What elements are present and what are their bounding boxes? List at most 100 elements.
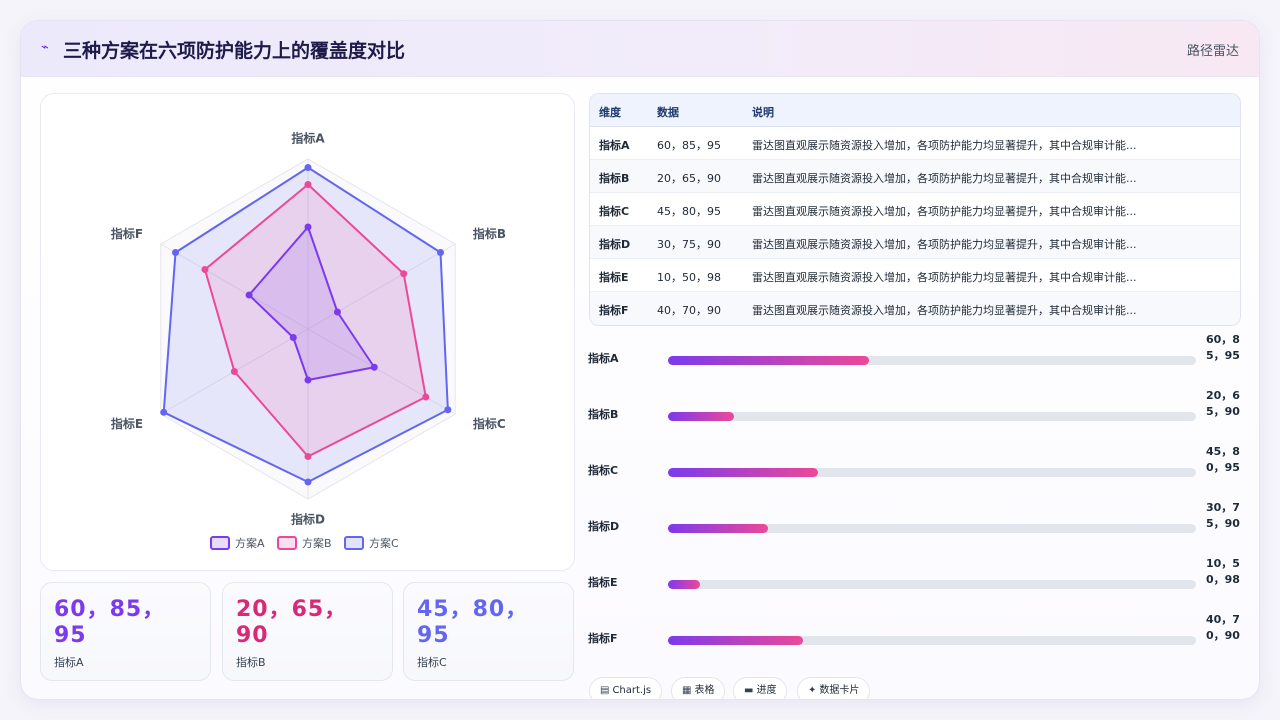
cell-description: 雷达图直观展示随资源投入增加，各项防护能力均显著提升，其中合规审计能... <box>752 238 1137 251</box>
cell-dimension: 指标C <box>599 205 630 218</box>
radar-indicator-label: 指标C <box>473 416 506 431</box>
radar-point <box>289 334 297 341</box>
radar-indicator-label: 指标B <box>473 226 506 241</box>
progress-row: 指标C 45，80，95 <box>588 445 1248 497</box>
cell-dimension: 指标D <box>599 238 631 251</box>
progress-track <box>668 356 1196 365</box>
chip-chartjs[interactable]: ▤ Chart.js <box>589 677 663 699</box>
chart-line-icon: ⌁ <box>41 40 49 55</box>
progress-value: 40，70，90 <box>1206 613 1240 642</box>
sparkle-icon: ✦ <box>808 685 817 696</box>
radar-indicator-label: 指标F <box>111 226 143 241</box>
radar-point <box>171 249 179 256</box>
table-row: 指标D 30，75，90 雷达图直观展示随资源投入增加，各项防护能力均显著提升，… <box>590 226 1240 259</box>
stat-label: 指标A <box>54 656 84 669</box>
radar-point <box>304 181 312 188</box>
legend-swatch <box>344 536 364 550</box>
radar-point <box>333 308 341 316</box>
chip-label: 数据卡片 <box>819 685 860 696</box>
radar-chart-panel: 指标A 指标B 指标C 指标D 指标E 指标F 方案A 方案B 方案C <box>40 93 575 571</box>
radar-point <box>444 406 452 414</box>
cell-data: 20，65，90 <box>657 172 721 185</box>
radar-point <box>422 393 430 401</box>
progress-row: 指标D 30，75，90 <box>588 501 1248 553</box>
progress-fill <box>668 468 819 477</box>
progress-label: 指标F <box>588 632 618 645</box>
cell-description: 雷达图直观展示随资源投入增加，各项防护能力均显著提升，其中合规审计能... <box>752 205 1137 218</box>
stat-value: 20，65，90 <box>236 597 348 648</box>
progress-track <box>668 524 1196 533</box>
progress-value: 60，85，95 <box>1206 333 1240 362</box>
chip-data-card[interactable]: ✦ 数据卡片 <box>797 677 871 699</box>
table-row: 指标A 60，85，95 雷达图直观展示随资源投入增加，各项防护能力均显著提升，… <box>590 127 1240 160</box>
chip-progress[interactable]: ▬ 进度 <box>733 677 788 699</box>
progress-label: 指标D <box>588 520 620 533</box>
progress-track <box>668 636 1196 645</box>
progress-value: 30，75，90 <box>1206 501 1240 530</box>
radar-point <box>230 368 238 375</box>
stat-label: 指标C <box>417 656 447 669</box>
radar-indicator-label: 指标E <box>111 416 143 431</box>
cell-description: 雷达图直观展示随资源投入增加，各项防护能力均显著提升，其中合规审计能... <box>752 172 1137 185</box>
progress-track <box>668 580 1196 589</box>
cell-dimension: 指标E <box>599 271 629 284</box>
radar-point <box>437 249 445 256</box>
radar-chart: 指标A 指标B 指标C 指标D 指标E 指标F 方案A 方案B 方案C <box>111 131 506 550</box>
radar-indicator-label: 指标D <box>291 511 325 526</box>
radar-indicator-label: 指标A <box>291 131 325 146</box>
radar-point <box>370 363 378 371</box>
cell-dimension: 指标B <box>599 172 630 185</box>
stat-card-c: 45，80，95 指标C <box>403 582 574 681</box>
progress-fill <box>668 524 769 533</box>
progress-value: 45，80，95 <box>1206 445 1240 474</box>
table-row: 指标E 10，50，98 雷达图直观展示随资源投入增加，各项防护能力均显著提升，… <box>590 259 1240 292</box>
cell-dimension: 指标F <box>599 304 629 317</box>
chip-label: 进度 <box>756 685 777 696</box>
radar-axis-line <box>307 328 456 415</box>
progress-icon: ▬ <box>744 685 754 696</box>
legend-swatch <box>210 536 230 550</box>
chip-table[interactable]: ▦ 表格 <box>671 677 726 699</box>
chip-label: 表格 <box>694 685 715 696</box>
radar-point <box>304 223 312 231</box>
progress-row: 指标A 60，85，95 <box>588 333 1248 385</box>
radar-point <box>304 376 312 384</box>
cell-description: 雷达图直观展示随资源投入增加，各项防护能力均显著提升，其中合规审计能... <box>752 304 1137 317</box>
progress-label: 指标E <box>588 576 618 589</box>
table-row: 指标C 45，80，95 雷达图直观展示随资源投入增加，各项防护能力均显著提升，… <box>590 193 1240 226</box>
progress-fill <box>668 580 700 589</box>
radar-point <box>304 453 312 460</box>
table-icon: ▦ <box>682 685 692 696</box>
header-tag: 路径雷达 <box>1186 44 1239 59</box>
chip-label: Chart.js <box>612 685 652 696</box>
progress-track <box>668 468 1196 477</box>
table-header: 维度 数据 说明 <box>590 94 1240 127</box>
cell-data: 40，70，90 <box>657 304 721 317</box>
progress-label: 指标A <box>588 352 619 365</box>
table-row: 指标F 40，70，90 雷达图直观展示随资源投入增加，各项防护能力均显著提升，… <box>590 292 1240 325</box>
radar-point <box>245 291 253 299</box>
progress-value: 20，65，90 <box>1206 389 1240 418</box>
radar-axis-line <box>307 243 456 330</box>
cell-data: 30，75，90 <box>657 238 721 251</box>
legend-label: 方案B <box>302 536 332 550</box>
progress-fill <box>668 356 869 365</box>
stat-label: 指标B <box>236 656 266 669</box>
radar-point <box>304 478 312 486</box>
progress-value: 10，50，98 <box>1206 557 1240 586</box>
page-title: 三种方案在六项防护能力上的覆盖度对比 <box>63 40 406 62</box>
progress-fill <box>668 636 803 645</box>
stat-value: 45，80，95 <box>417 597 529 648</box>
cell-description: 雷达图直观展示随资源投入增加，各项防护能力均显著提升，其中合规审计能... <box>752 139 1137 152</box>
column-header-dimension: 维度 <box>599 106 621 119</box>
progress-row: 指标B 20，65，90 <box>588 389 1248 441</box>
header: ⌁ 三种方案在六项防护能力上的覆盖度对比 路径雷达 <box>21 21 1259 77</box>
data-table: 维度 数据 说明 指标A 60，85，95 雷达图直观展示随资源投入增加，各项防… <box>589 93 1241 326</box>
cell-data: 45，80，95 <box>657 205 721 218</box>
column-header-description: 说明 <box>752 106 774 119</box>
progress-track <box>668 412 1196 421</box>
radar-axis-line <box>160 243 309 330</box>
progress-label: 指标B <box>588 408 619 421</box>
radar-point <box>400 270 408 278</box>
dashboard-card: ⌁ 三种方案在六项防护能力上的覆盖度对比 路径雷达 指标A 指标B 指标C 指标D 指标… <box>20 20 1260 700</box>
